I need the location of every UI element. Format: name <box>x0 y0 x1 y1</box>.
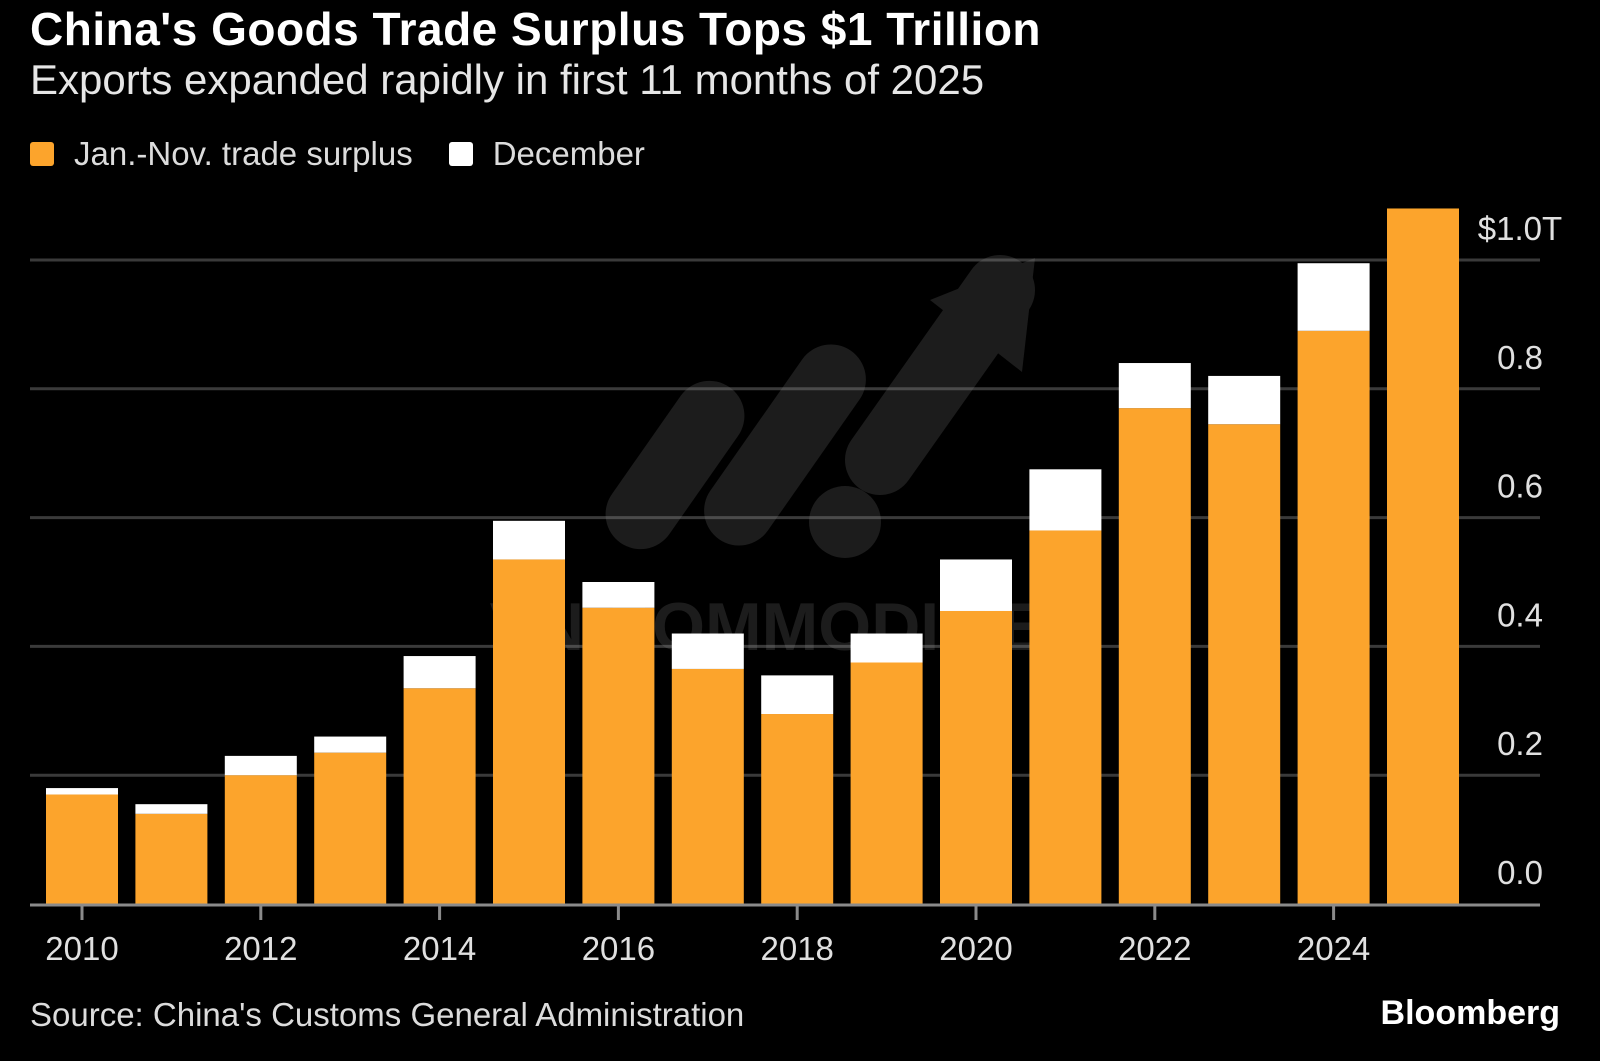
y-tick-label-1: 0.2 <box>1497 725 1543 762</box>
bar-jan-nov-2012 <box>224 775 297 904</box>
bar-jan-nov-2022 <box>1118 408 1191 904</box>
bar-december-2020 <box>940 559 1012 611</box>
bar-jan-nov-2016 <box>582 607 655 904</box>
x-axis: 2010 2012 2014 2016 2018 2020 2022 2024 <box>30 903 1540 967</box>
x-tick-label-2010: 2010 <box>45 930 118 967</box>
bar-december-2024 <box>1297 263 1370 331</box>
x-tick-label-2024: 2024 <box>1297 930 1370 967</box>
bar-jan-nov-2019 <box>850 662 923 904</box>
x-tick-label-2022: 2022 <box>1118 930 1191 967</box>
bar-december-2023 <box>1208 375 1281 425</box>
bar-december-2022 <box>1118 363 1191 409</box>
bar-december-2021 <box>1029 469 1102 531</box>
watermark-arrow-shaft <box>845 255 1035 495</box>
chart-legend: Jan.-Nov. trade surplus December <box>30 134 681 174</box>
bar-jan-nov-2021 <box>1029 530 1102 904</box>
bar-jan-nov-2023 <box>1208 424 1281 904</box>
watermark-arrow-head <box>930 258 1035 372</box>
bar-december-2016 <box>582 582 655 608</box>
x-tick-label-2018: 2018 <box>760 930 833 967</box>
bar-december-2019 <box>850 633 923 663</box>
y-axis: 0.0 0.2 0.4 0.6 0.8 $1.0T <box>1478 210 1562 891</box>
bar-jan-nov-2024 <box>1297 330 1370 905</box>
bars-layer <box>46 208 1459 905</box>
legend-swatch-jan-nov <box>30 142 54 166</box>
bar-december-2013 <box>314 736 387 753</box>
bar-jan-nov-2025 <box>1387 208 1459 905</box>
bar-jan-nov-2013 <box>314 752 387 904</box>
y-tick-label-2: 0.4 <box>1497 596 1543 633</box>
y-tick-label-4: 0.8 <box>1497 339 1543 376</box>
watermark-bar-left <box>605 380 745 550</box>
legend-item-jan-nov: Jan.-Nov. trade surplus <box>30 135 413 173</box>
chart-subtitle: Exports expanded rapidly in first 11 mon… <box>30 56 985 103</box>
legend-label-december: December <box>492 135 645 172</box>
y-tick-label-5: $1.0T <box>1478 210 1562 247</box>
bar-december-2011 <box>135 804 208 814</box>
y-tick-label-3: 0.6 <box>1497 468 1543 505</box>
bar-jan-nov-2014 <box>403 688 476 904</box>
watermark-dot <box>809 486 881 558</box>
x-tick-label-2016: 2016 <box>582 930 655 967</box>
bar-december-2010 <box>46 788 118 795</box>
source-note: Source: China's Customs General Administ… <box>30 996 745 1033</box>
y-tick-label-0: 0.0 <box>1497 854 1543 891</box>
bar-december-2017 <box>671 633 744 669</box>
bar-jan-nov-2015 <box>493 559 565 904</box>
bar-jan-nov-2011 <box>135 813 208 904</box>
bar-jan-nov-2010 <box>46 794 118 904</box>
bar-jan-nov-2017 <box>671 668 744 904</box>
bar-december-2012 <box>224 755 297 776</box>
legend-swatch-december <box>448 142 473 166</box>
bar-december-2018 <box>761 675 834 715</box>
bar-december-2015 <box>493 520 565 560</box>
legend-item-december: December <box>448 135 645 173</box>
x-tick-label-2012: 2012 <box>224 930 297 967</box>
legend-label-jan-nov: Jan.-Nov. trade surplus <box>74 135 413 172</box>
x-tick-label-2020: 2020 <box>939 930 1012 967</box>
watermark-bar-middle <box>704 344 866 546</box>
bar-december-2014 <box>403 656 476 689</box>
bar-jan-nov-2018 <box>761 714 834 904</box>
x-tick-label-2014: 2014 <box>403 930 476 967</box>
chart-title: China's Goods Trade Surplus Tops $1 Tril… <box>30 3 1042 55</box>
bar-jan-nov-2020 <box>940 610 1012 904</box>
brand-logo: Bloomberg <box>1380 994 1560 1032</box>
